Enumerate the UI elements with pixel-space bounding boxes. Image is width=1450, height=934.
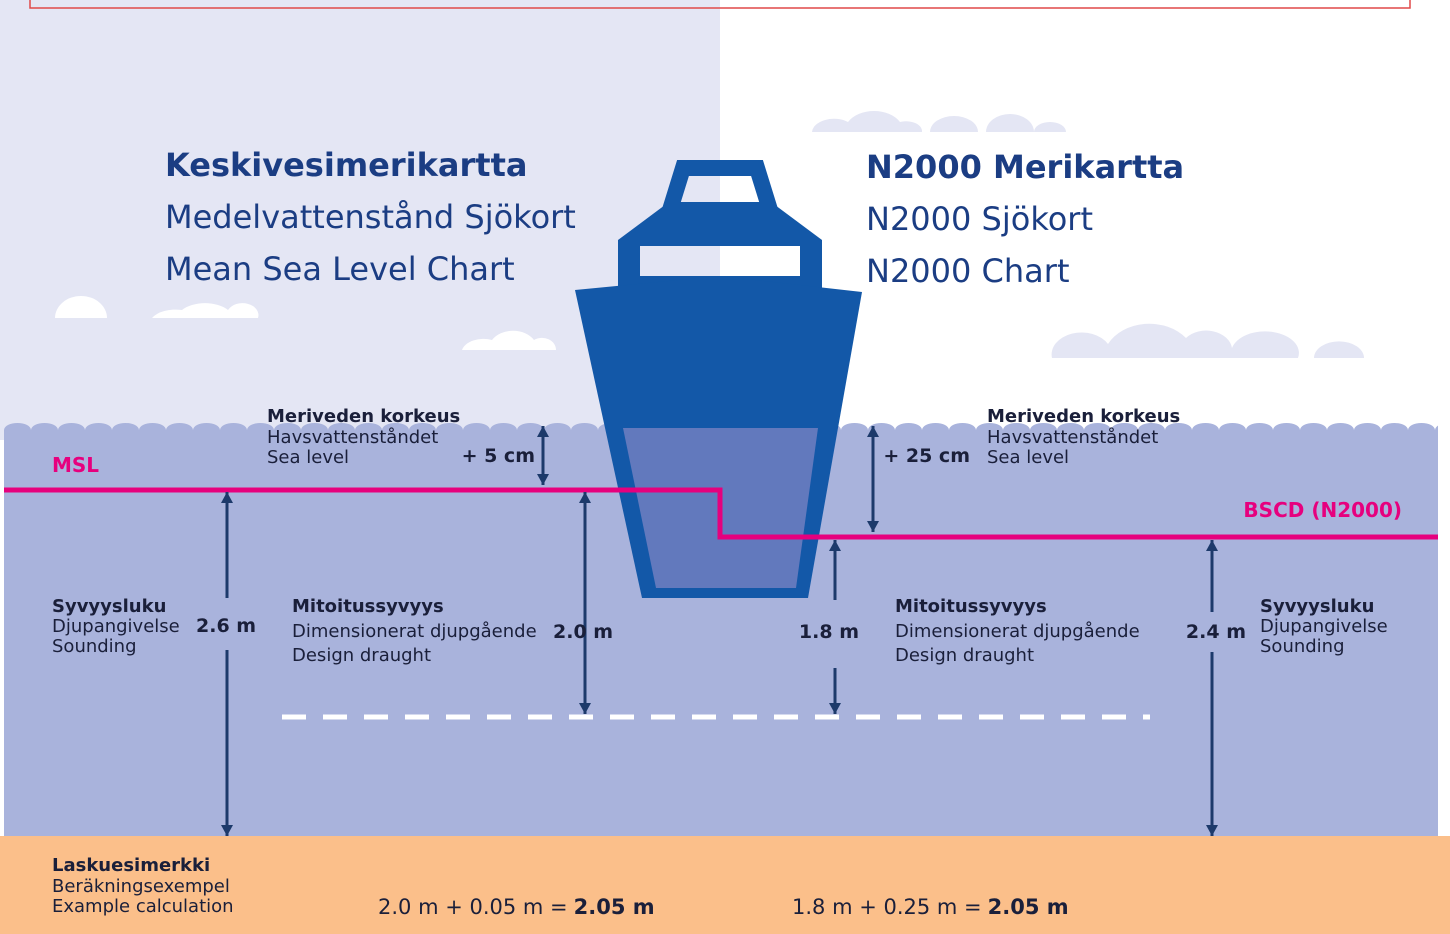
label: Havsvattenståndet — [267, 427, 438, 448]
arrow — [1206, 540, 1218, 551]
arrow — [221, 492, 233, 503]
clouds-left — [55, 296, 557, 350]
top-frame — [29, 0, 1411, 9]
label: Sounding — [1260, 636, 1345, 657]
label: Syvyysluku — [52, 596, 166, 617]
value: 2.6 m — [196, 615, 256, 637]
value: 2.4 m — [1186, 621, 1246, 643]
label: Design draught — [292, 645, 431, 666]
bscd-label: BSCD (N2000) — [1243, 498, 1402, 522]
expression: 2.0 m + 0.05 m = — [378, 895, 568, 919]
result: 2.05 m — [574, 895, 655, 919]
label: Example calculation — [52, 896, 234, 917]
label: Laskuesimerkki — [52, 855, 210, 876]
label: Mitoitussyvyys — [895, 596, 1047, 617]
expression: 1.8 m + 0.25 m = — [792, 895, 982, 919]
result: 2.05 m — [988, 895, 1069, 919]
arrow — [829, 540, 841, 551]
value: + 5 cm — [462, 445, 535, 467]
label: Sea level — [987, 447, 1069, 468]
label: Design draught — [895, 645, 1034, 666]
label: Dimensionerat djupgående — [292, 621, 537, 642]
value: 2.0 m — [553, 621, 613, 643]
arrow — [221, 825, 233, 836]
value: + 25 cm — [883, 445, 970, 467]
subtitle: Medelvattenstånd Sjökort — [165, 198, 576, 236]
clouds-right — [812, 110, 1364, 358]
label: Djupangivelse — [1260, 616, 1388, 637]
label: Sounding — [52, 636, 137, 657]
label: Havsvattenståndet — [987, 427, 1158, 448]
label: Mitoitussyvyys — [292, 596, 444, 617]
arrows — [221, 426, 1218, 836]
value: 1.8 m — [799, 621, 859, 643]
subtitle: Mean Sea Level Chart — [165, 250, 515, 288]
arrow — [867, 426, 879, 437]
label: Djupangivelse — [52, 616, 180, 637]
label: Dimensionerat djupgående — [895, 621, 1140, 642]
msl-label: MSL — [52, 453, 99, 477]
label: Beräkningsexempel — [52, 876, 230, 897]
label: Meriveden korkeus — [267, 406, 460, 427]
arrow — [537, 474, 549, 485]
arrow — [579, 492, 591, 503]
calculation: 2.0 m + 0.05 m = 2.05 m — [378, 895, 655, 919]
arrow — [537, 426, 549, 437]
title: Keskivesimerikartta — [165, 146, 527, 184]
arrow — [829, 703, 841, 714]
label: Meriveden korkeus — [987, 406, 1180, 427]
datum-line — [4, 487, 1438, 540]
edge — [1438, 420, 1450, 836]
label: Sea level — [267, 447, 349, 468]
calculation: 1.8 m + 0.25 m = 2.05 m — [792, 895, 1069, 919]
arrow — [579, 703, 591, 714]
water — [4, 423, 1450, 836]
subtitle: N2000 Chart — [866, 252, 1069, 290]
arrow — [867, 521, 879, 532]
subtitle: N2000 Sjökort — [866, 200, 1093, 238]
title: N2000 Merikartta — [866, 148, 1184, 186]
arrow — [1206, 825, 1218, 836]
seabed — [0, 836, 1450, 934]
label: Syvyysluku — [1260, 596, 1374, 617]
